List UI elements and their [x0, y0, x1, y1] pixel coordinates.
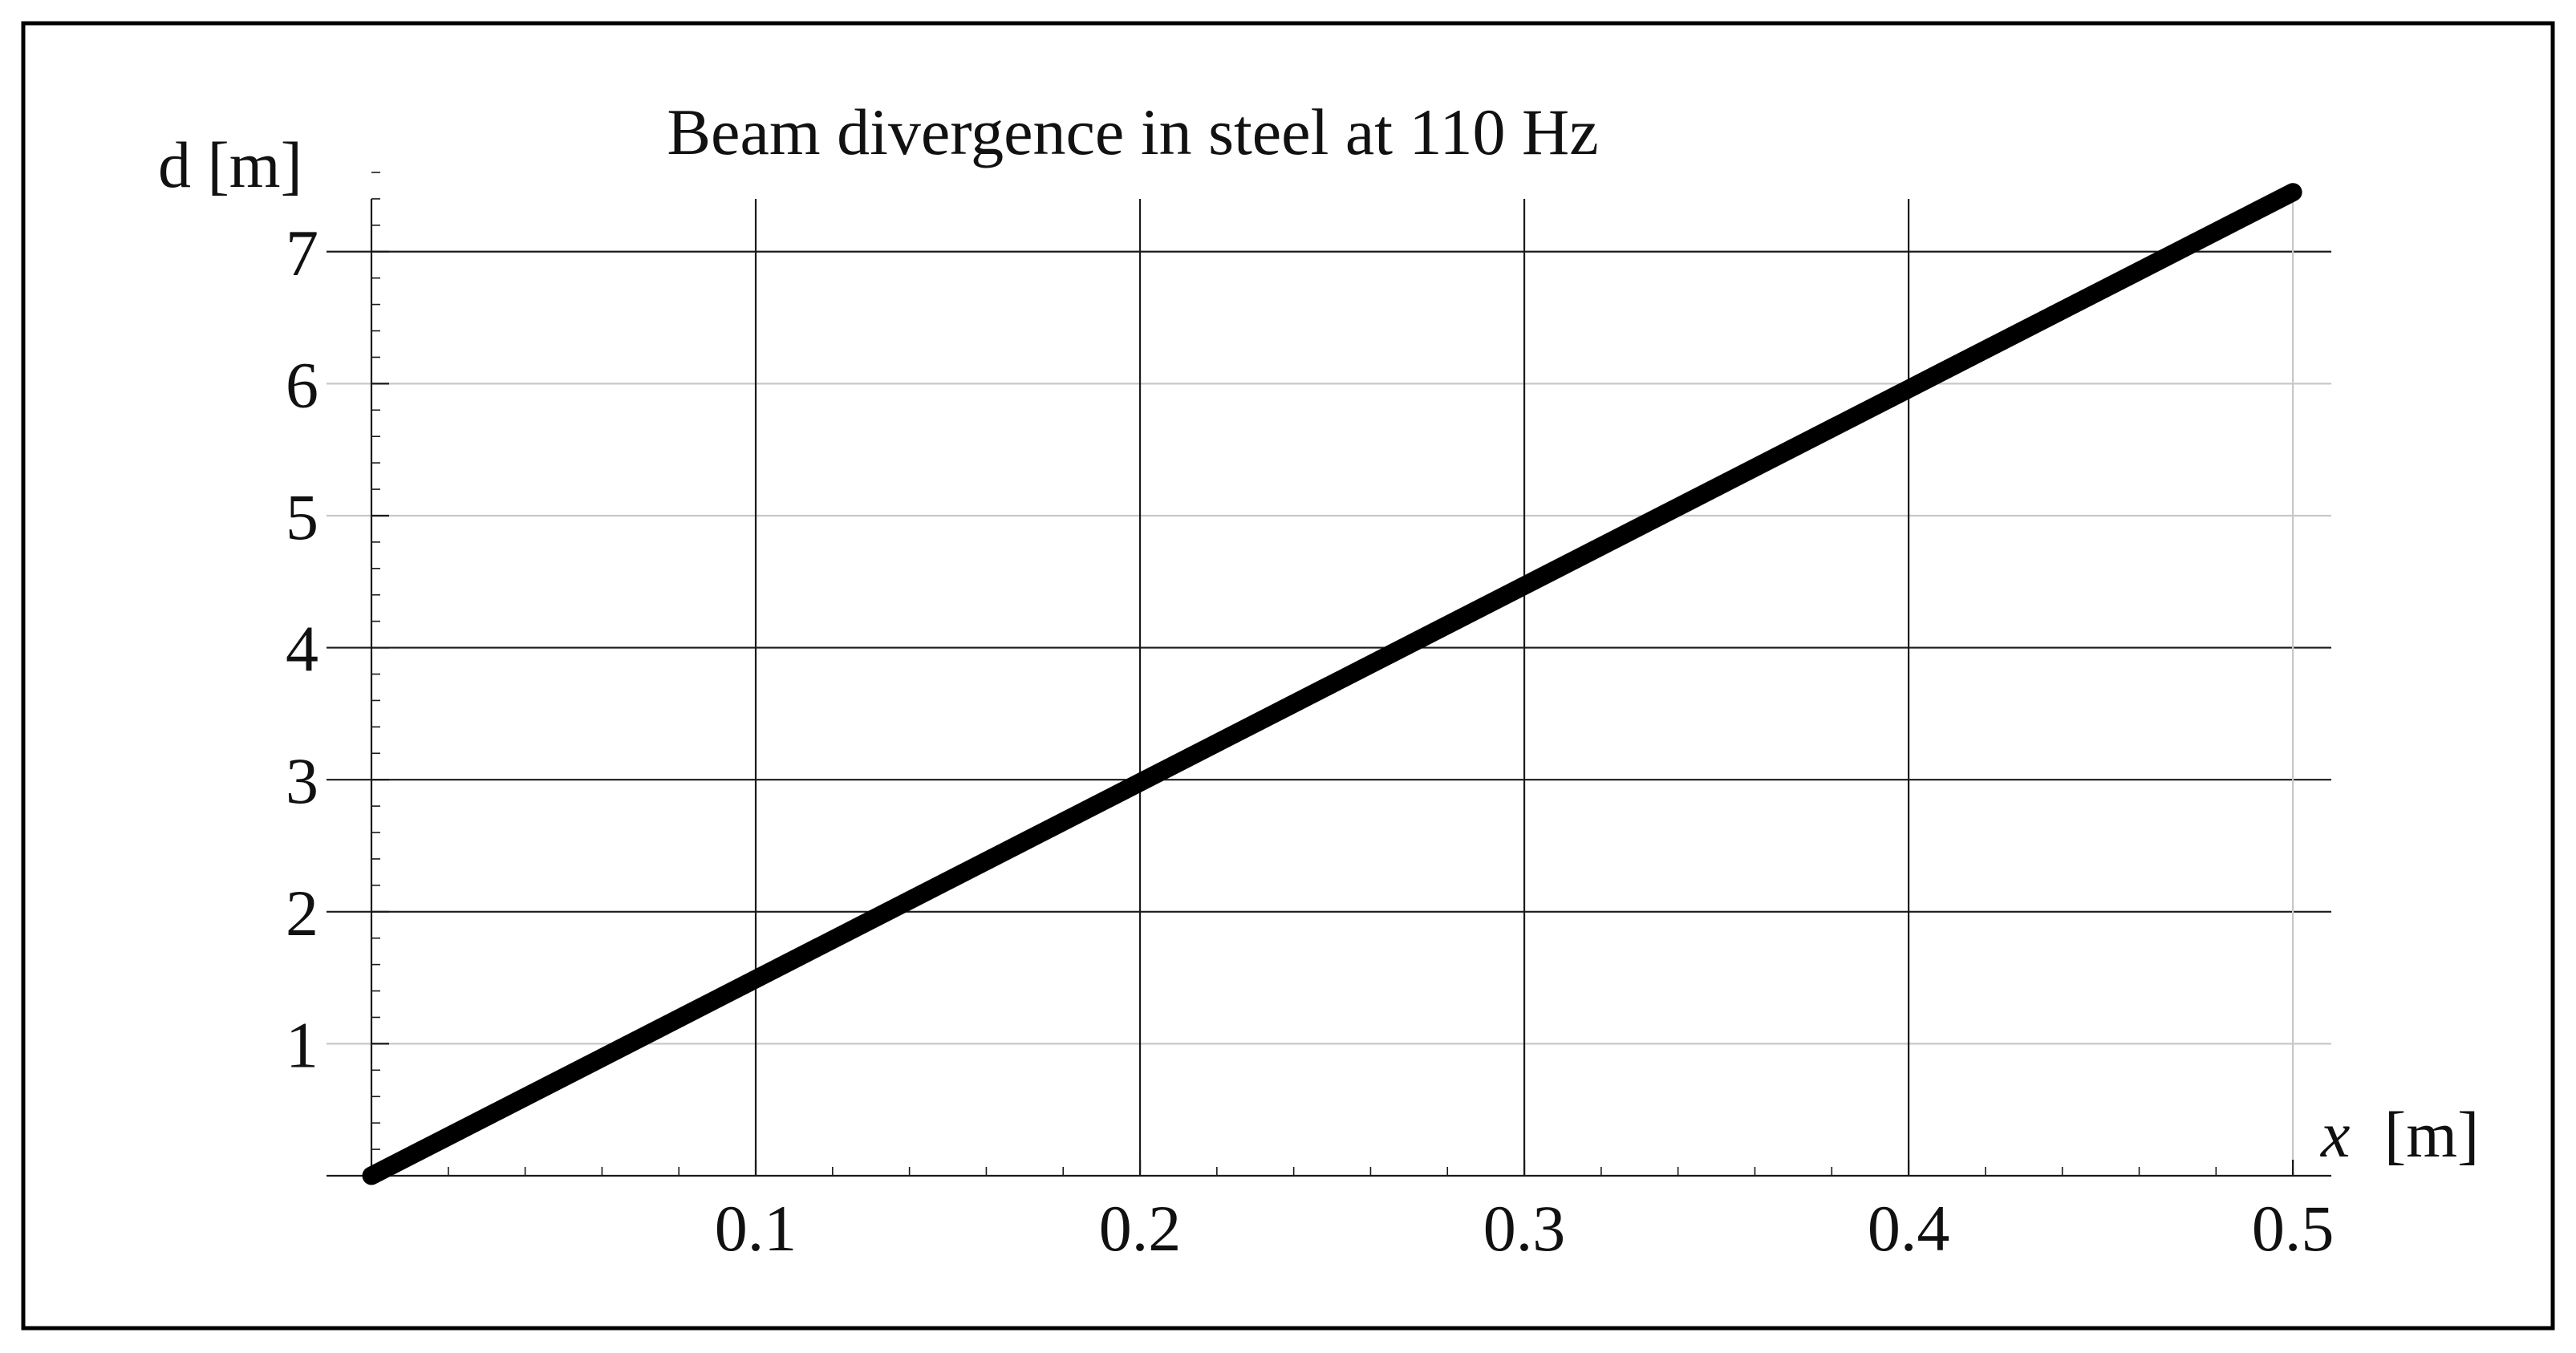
series-layer: [362, 183, 2302, 1185]
x-axis-unit: [m]: [2384, 1098, 2479, 1171]
y-tick-label: 1: [286, 1008, 318, 1081]
tick-labels: 0.1 0.2 0.3 0.4 0.5 1 2 3 4 5 6 7: [286, 217, 2334, 1265]
y-axis-title: d [m]: [158, 128, 302, 201]
x-axis-title: x [m]: [2320, 1098, 2479, 1171]
figure-frame: [21, 21, 2555, 1331]
y-tick-label: 3: [286, 744, 318, 817]
x-tick-label: 0.4: [1868, 1192, 1950, 1265]
y-tick-label: 7: [286, 217, 318, 290]
x-tick-label: 0.1: [715, 1192, 797, 1265]
y-tick-label: 6: [286, 348, 318, 421]
grid-lines: [327, 199, 2331, 1176]
x-tick-label: 0.2: [1099, 1192, 1182, 1265]
y-tick-label: 5: [286, 480, 318, 553]
series-line: [362, 183, 2302, 1185]
y-tick-label: 2: [286, 877, 318, 950]
chart-title: Beam divergence in steel at 110 Hz: [667, 95, 1598, 168]
x-tick-label: 0.3: [1483, 1192, 1566, 1265]
y-tick-label: 4: [286, 613, 318, 686]
axes: [327, 172, 2331, 1177]
x-axis-variable: x: [2320, 1098, 2350, 1171]
x-tick-label: 0.5: [2252, 1192, 2335, 1265]
